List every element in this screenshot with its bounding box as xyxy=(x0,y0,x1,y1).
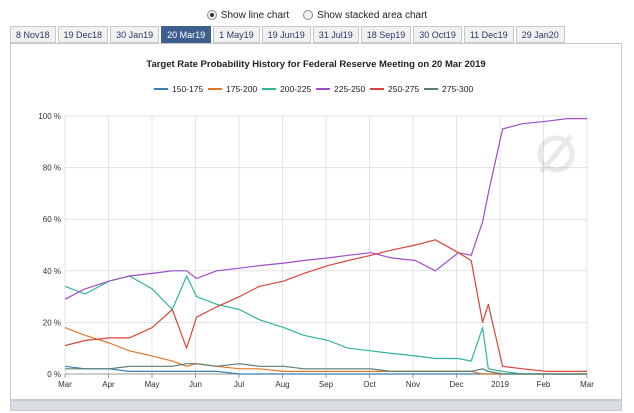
stacked-area-option-label: Show stacked area chart xyxy=(317,9,428,21)
y-axis-ticks: 0 % 20 % 40 % 60 % 80 % 100 % xyxy=(38,112,61,379)
stacked-area-option[interactable]: Show stacked area chart xyxy=(303,10,427,21)
y-tick-label: 60 % xyxy=(43,215,61,224)
stacked-area-radio[interactable] xyxy=(303,10,314,20)
x-tick-label: Dec xyxy=(449,380,463,389)
chart-mode-options: Show line chart Show stacked area chart xyxy=(0,6,634,24)
chart-navigator-bar xyxy=(10,400,622,411)
x-tick-label: May xyxy=(144,380,159,389)
x-tick-label: Mar xyxy=(58,380,72,389)
line-chart-option[interactable]: Show line chart xyxy=(206,9,290,21)
legend-label: 275-300 xyxy=(442,84,473,94)
x-axis-ticks: Mar Apr May Jun Jul Aug Sep Oct Nov Dec 2019 Feb Mar xyxy=(58,373,594,389)
probability-line-chart: Target Rate Probability History for Fede… xyxy=(38,59,594,389)
y-tick-label: 20 % xyxy=(43,318,61,327)
tab-meeting-30-jan19[interactable]: 30 Jan19 xyxy=(110,26,160,43)
tab-meeting-31-jul19[interactable]: 31 Jul19 xyxy=(312,26,359,43)
y-tick-label: 100 % xyxy=(38,112,61,121)
tab-meeting-1-may19[interactable]: 1 May19 xyxy=(213,26,260,43)
x-tick-label: Apr xyxy=(102,380,115,389)
line-chart-option-label: Show line chart xyxy=(220,9,290,21)
x-tick-label: Sep xyxy=(319,380,334,389)
tab-meeting-20-mar19[interactable]: 20 Mar19 xyxy=(161,26,212,43)
tab-meeting-19-dec18[interactable]: 19 Dec18 xyxy=(57,26,109,43)
series-line-275-300 xyxy=(65,363,587,375)
legend-label: 250-275 xyxy=(388,84,419,94)
chart-gridlines xyxy=(64,115,588,375)
series-line-225-250 xyxy=(64,117,587,300)
x-tick-label: Oct xyxy=(363,380,376,389)
tab-meeting-29-jan20[interactable]: 29 Jan20 xyxy=(515,26,565,43)
tab-meeting-30-oct19[interactable]: 30 Oct19 xyxy=(413,26,462,43)
x-tick-label: Nov xyxy=(406,380,420,389)
meeting-date-tabs: 8 Nov18 19 Dec18 30 Jan19 20 Mar19 1 May… xyxy=(10,26,565,43)
legend-label: 150-175 xyxy=(172,84,203,94)
watermark-logo xyxy=(537,134,575,174)
y-tick-label: 0 % xyxy=(47,370,61,379)
series-line-175-200 xyxy=(64,327,587,375)
y-tick-label: 80 % xyxy=(43,164,61,173)
series-line-250-275 xyxy=(64,239,587,372)
chart-title: Target Rate Probability History for Fede… xyxy=(146,59,485,70)
x-tick-label: 2019 xyxy=(491,380,509,389)
x-tick-label: Jun xyxy=(189,380,202,389)
tab-meeting-18-sep19[interactable]: 18 Sep19 xyxy=(360,26,412,43)
legend-label: 175-200 xyxy=(226,84,257,94)
legend-label: 225-250 xyxy=(334,84,365,94)
watermark-ring xyxy=(537,135,575,173)
watermark-slash xyxy=(539,134,573,174)
y-tick-label: 40 % xyxy=(43,267,61,276)
chart-panel: Target Rate Probability History for Fede… xyxy=(10,43,622,400)
chart-legend: 150-175 175-200 200-225 225-250 250-275 275-3… xyxy=(154,84,473,94)
tab-meeting-11-dec19[interactable]: 11 Dec19 xyxy=(463,26,514,43)
x-tick-label: Mar xyxy=(580,380,594,389)
series-lines xyxy=(64,117,587,375)
tab-meeting-19-jun19[interactable]: 19 Jun19 xyxy=(261,26,311,43)
series-line-200-225 xyxy=(64,275,587,375)
x-tick-label: Jul xyxy=(234,380,244,389)
legend-label: 200-225 xyxy=(280,84,311,94)
x-tick-label: Feb xyxy=(537,380,551,389)
x-tick-label: Aug xyxy=(275,380,289,389)
line-chart-radio[interactable] xyxy=(206,10,217,20)
tab-meeting-8-nov18[interactable]: 8 Nov18 xyxy=(10,26,56,43)
